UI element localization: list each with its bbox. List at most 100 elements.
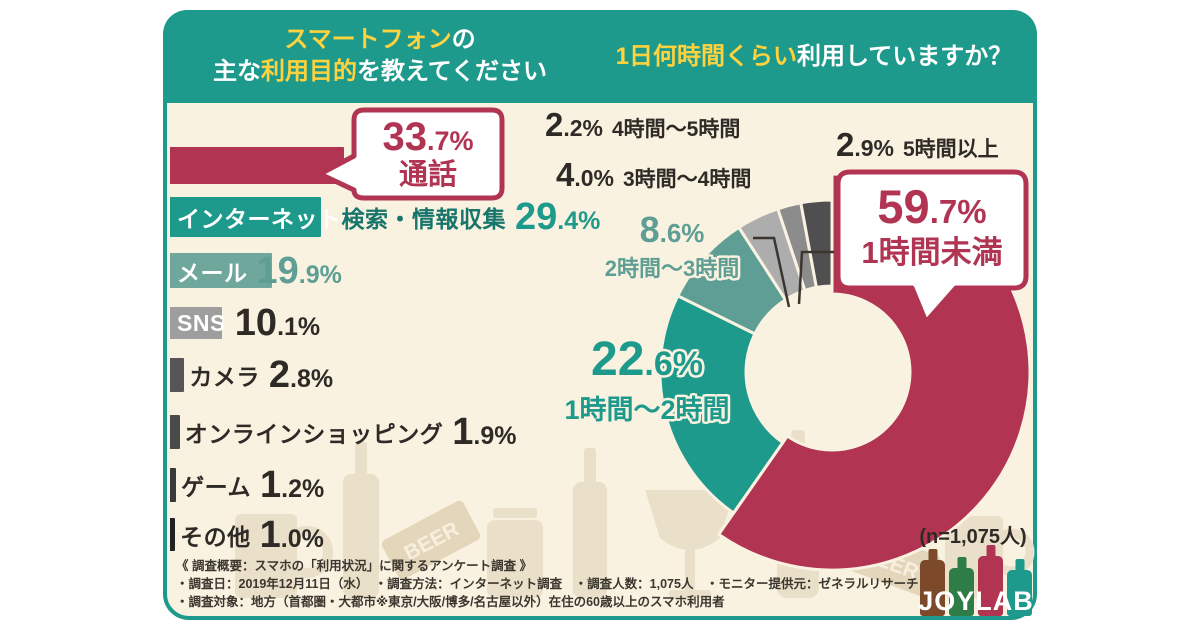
joylab-logo: JOYLAB bbox=[915, 552, 1037, 616]
bar-value: 1.2% bbox=[259, 464, 325, 506]
bar-label-off-bar: オンラインショッピング bbox=[184, 421, 444, 447]
can-icon bbox=[487, 520, 543, 598]
logo-bottle-icon bbox=[949, 568, 974, 616]
survey-overview-line1: 《 調査概要：スマホの「利用状況」に関するアンケート調査 》 bbox=[176, 559, 533, 573]
beer-label-icon bbox=[381, 500, 481, 580]
bar-label-off-bar: カメラ bbox=[189, 364, 260, 390]
donut-chart-title: 1日何時間くらい利用していますか？ bbox=[598, 41, 1030, 73]
bar-chart-title-line2: 主な利用目的を教えてください bbox=[178, 56, 582, 88]
donut-slice-1時間〜2時間 bbox=[658, 294, 785, 515]
sample-size-label: (n=1,075人) bbox=[919, 526, 1027, 548]
title-segment: 利用していますか？ bbox=[797, 43, 1013, 70]
under-1h-value: 59.7% bbox=[877, 180, 987, 233]
bar-label: メール bbox=[170, 254, 248, 288]
mug-icon bbox=[235, 514, 297, 598]
bar-row-3: メール 19.9% bbox=[170, 249, 600, 292]
bar-row-7: ゲーム 1.2% bbox=[170, 464, 600, 506]
donut-category-4-5h: 4時間〜5時間 bbox=[612, 118, 741, 141]
leader-line-4-5h bbox=[753, 236, 791, 308]
donut-category-3-4h: 3時間〜4時間 bbox=[623, 168, 752, 191]
under-1h-label: 1時間未満 bbox=[861, 234, 1003, 270]
bar-label: SNS bbox=[170, 310, 226, 337]
header-band bbox=[163, 10, 1037, 103]
call-callout-text: 33.7% 通話 bbox=[352, 115, 504, 192]
logo-bottle-icon bbox=[1007, 570, 1032, 616]
title-segment: スマートフォン bbox=[284, 26, 452, 53]
donut-value-4-5h: 2.2% bbox=[545, 106, 603, 143]
bar-label: その他 bbox=[170, 518, 251, 552]
donut-value-3-4h: 4.0% bbox=[556, 156, 614, 193]
call-label: 通話 bbox=[398, 159, 457, 192]
survey-overview-line2: ・調査日：2019年12月11日（水） ・調査方法：インターネット調査 ・調査人… bbox=[176, 576, 919, 591]
bar-label-off-bar: 検索・情報収集 bbox=[341, 206, 506, 232]
bar-chart-title: スマートフォンの 主な利用目的を教えてください bbox=[178, 24, 582, 87]
bar-segment bbox=[170, 253, 273, 288]
donut-label-5h-plus: 2.9% 5時間以上 bbox=[836, 128, 999, 163]
bar-row-4: SNS 10.1% bbox=[170, 302, 600, 344]
title-segment: 主な bbox=[212, 57, 261, 85]
bar-row-5: カメラ 2.8% bbox=[170, 354, 600, 396]
bar-label: インターネット検索・情報収集 bbox=[170, 200, 506, 234]
bar-value: 1.0% bbox=[259, 513, 324, 556]
donut-category-2-3h: 2時間〜3時間 bbox=[604, 256, 740, 281]
bar-row-2: インターネット検索・情報収集 29.4% bbox=[170, 197, 600, 237]
donut-slice-5時間以上 bbox=[799, 198, 834, 289]
title-segment: 利用目的 bbox=[260, 57, 357, 85]
bar-row-1 bbox=[170, 147, 600, 184]
wine-bottle-neck-icon bbox=[584, 448, 596, 490]
logo-wordmark: JOYLAB bbox=[918, 586, 1034, 616]
wine-bottle-icon bbox=[573, 482, 607, 598]
bar-label: カメラ bbox=[170, 358, 260, 392]
bottle-neck-icon bbox=[355, 442, 367, 482]
donut-value-5h-plus: 2.9% bbox=[836, 126, 894, 163]
bar-segment bbox=[170, 307, 222, 339]
bar-segment bbox=[170, 518, 176, 551]
donut-label-1-2h: 22.6% 1時間〜2時間 bbox=[538, 336, 756, 427]
bar-segment bbox=[170, 468, 177, 502]
callout-bubble-shape bbox=[317, 107, 505, 201]
glass-base-icon bbox=[669, 590, 711, 598]
donut-label-4-5h: 2.2% 4時間〜5時間 bbox=[545, 108, 740, 143]
bar-row-6: オンラインショッピング 1.9% bbox=[170, 411, 600, 453]
title-segment: 1日何時間くらい bbox=[615, 43, 798, 70]
donut-category-5h-plus: 5時間以上 bbox=[903, 138, 999, 161]
bar-value: 29.4% bbox=[515, 196, 601, 238]
donut-label-2-3h: 8.6% 2時間〜3時間 bbox=[583, 212, 761, 283]
bar-label: オンラインショッピング bbox=[170, 415, 443, 449]
donut-label-3-4h: 4.0% 3時間〜4時間 bbox=[556, 158, 751, 193]
bar-chart-title-line1: スマートフォンの bbox=[178, 24, 582, 56]
under-1h-callout-text: 59.7% 1時間未満 bbox=[838, 180, 1026, 270]
logo-bottle-icon bbox=[978, 556, 1003, 616]
bar-label: ゲーム bbox=[170, 468, 251, 502]
mug-handle-icon bbox=[281, 526, 333, 578]
bar-label-on-bar: メール bbox=[177, 259, 248, 286]
donut-category-1-2h: 1時間〜2時間 bbox=[564, 395, 730, 425]
bottle-icon bbox=[343, 474, 379, 598]
under-1h-callout-bubble bbox=[835, 169, 1029, 325]
donut-value-2-3h: 8.6% bbox=[639, 209, 705, 250]
logo-bottle-icon bbox=[920, 560, 945, 616]
bar-row-8: その他 1.0% bbox=[170, 513, 600, 556]
wine-glass-icon bbox=[645, 490, 735, 550]
bar-segment bbox=[170, 147, 344, 184]
can-top-icon bbox=[493, 508, 537, 518]
bar-value: 2.8% bbox=[268, 354, 334, 396]
survey-overview-line3: ・調査対象：地方（首都圏・大都市※東京/大阪/博多/名古屋以外）在住の60歳以上… bbox=[176, 594, 725, 609]
donut-value-1-2h: 22.6% bbox=[591, 333, 703, 386]
glass-stem-icon bbox=[685, 548, 695, 590]
bar-value: 10.1% bbox=[234, 302, 321, 344]
survey-overview: 《 調査概要：スマホの「利用状況」に関するアンケート調査 》 ・調査日：2019… bbox=[176, 558, 919, 611]
bar-label-off-bar: ゲーム bbox=[181, 474, 251, 500]
call-callout-bubble bbox=[317, 107, 505, 201]
bar-segment bbox=[170, 358, 185, 392]
title-segment: を教えてください bbox=[356, 57, 548, 85]
bar-label-on-bar: SNS bbox=[177, 309, 226, 336]
leader-line-5h-plus bbox=[797, 250, 834, 305]
bar-segment bbox=[170, 415, 180, 449]
bar-value: 1.9% bbox=[452, 411, 517, 453]
bar-value: 19.9% bbox=[256, 249, 342, 292]
call-value: 33.7% bbox=[382, 115, 474, 159]
bar-label-off-bar: その他 bbox=[180, 523, 251, 550]
